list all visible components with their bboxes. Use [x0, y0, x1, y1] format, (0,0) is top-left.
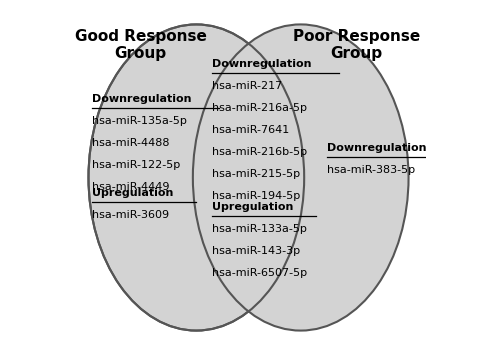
Text: hsa-miR-133a-5p: hsa-miR-133a-5p: [212, 224, 307, 234]
Text: Downregulation: Downregulation: [92, 94, 192, 104]
Text: hsa-miR-6507-5p: hsa-miR-6507-5p: [212, 268, 307, 278]
Text: hsa-miR-194-5p: hsa-miR-194-5p: [212, 191, 300, 201]
Text: hsa-miR-7641: hsa-miR-7641: [212, 125, 289, 135]
Text: hsa-miR-383-5p: hsa-miR-383-5p: [327, 165, 415, 175]
Text: hsa-miR-4488: hsa-miR-4488: [92, 138, 169, 148]
Text: hsa-miR-215-5p: hsa-miR-215-5p: [212, 169, 300, 179]
Text: hsa-miR-4449: hsa-miR-4449: [92, 182, 169, 192]
Text: Downregulation: Downregulation: [212, 59, 311, 69]
Text: Downregulation: Downregulation: [327, 143, 426, 153]
Text: hsa-miR-217: hsa-miR-217: [212, 81, 282, 91]
Text: Poor Response
Group: Poor Response Group: [293, 29, 420, 61]
Text: hsa-miR-216b-5p: hsa-miR-216b-5p: [212, 147, 307, 157]
Text: Upregulation: Upregulation: [92, 188, 173, 198]
Text: hsa-miR-122-5p: hsa-miR-122-5p: [92, 160, 180, 170]
Text: Upregulation: Upregulation: [212, 202, 293, 212]
Text: hsa-miR-135a-5p: hsa-miR-135a-5p: [92, 116, 187, 126]
Text: hsa-miR-216a-5p: hsa-miR-216a-5p: [212, 103, 307, 113]
Text: Good Response
Group: Good Response Group: [75, 29, 207, 61]
Ellipse shape: [89, 24, 304, 331]
Text: hsa-miR-143-3p: hsa-miR-143-3p: [212, 246, 300, 256]
Ellipse shape: [193, 24, 409, 331]
Text: hsa-miR-3609: hsa-miR-3609: [92, 210, 169, 220]
